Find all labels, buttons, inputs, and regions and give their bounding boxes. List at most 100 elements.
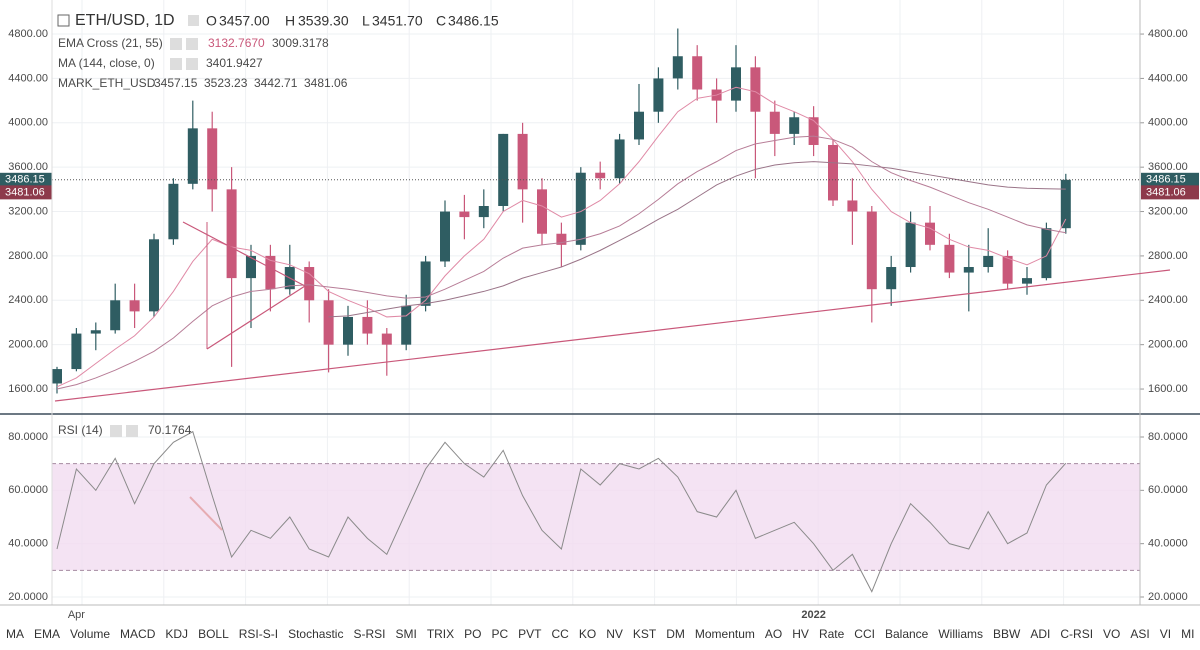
y-tick-label: 2800.00 [8,250,48,262]
ohlc-label: L [362,13,370,29]
indicator-button[interactable]: Rate [818,627,845,641]
candle-body [983,255,994,268]
indicator-button[interactable]: AO [764,627,783,641]
y-tick-label: 2400.00 [8,294,48,306]
y-tick-label: 80.0000 [1148,431,1188,443]
indicator-button[interactable]: C-RSI [1060,627,1094,641]
indicator-value: 3442.71 [254,76,298,90]
trend-line [54,269,1171,402]
candle-body [575,172,586,245]
candle-body [925,222,935,245]
candle-body [1041,228,1052,279]
indicator-button[interactable]: ADI [1030,627,1051,641]
chart: 1600.00 1600.00 2000.00 2000.00 2400.00 2400.… [0,0,1200,622]
ohlc-value: 3539.30 [298,13,349,29]
y-tick-label: 4800.00 [1148,28,1188,40]
ohlc-value: 3486.15 [448,13,499,29]
close-icon[interactable] [186,58,198,70]
collapse-icon[interactable] [57,14,70,27]
candle-body [634,111,644,140]
candle-body [207,128,218,190]
indicator-button[interactable]: PO [464,627,482,641]
candle-body [401,305,412,345]
indicator-value: 3457.15 [154,76,198,90]
y-tick-label: 60.0000 [1148,484,1188,496]
candle-body [731,67,741,101]
indicator-button[interactable]: VO [1103,627,1121,641]
indicator-button[interactable]: VI [1159,627,1172,641]
indicator-button[interactable]: KDJ [165,627,189,641]
candle-body [129,300,140,312]
indicator-button[interactable]: Williams [938,627,984,641]
y-tick-label: 4400.00 [8,72,48,84]
price-label-bg [0,185,52,200]
candle-body [1002,255,1013,284]
indicator-button[interactable]: BOLL [198,627,229,641]
indicator-button[interactable]: KST [632,627,657,641]
y-tick-label: 20.0000 [8,591,48,603]
settings-icon[interactable] [188,15,199,26]
indicator-button[interactable]: SMI [395,627,417,641]
indicator-button[interactable]: KO [578,627,597,641]
indicator-button[interactable]: TRIX [426,627,455,641]
settings-icon[interactable] [110,425,122,437]
candle-body [52,369,62,384]
indicator-button[interactable]: Volume [70,627,111,641]
candle-body [750,67,761,112]
settings-icon[interactable] [170,58,182,70]
candle-body [905,222,916,268]
time-axis-label: 2022 [801,609,825,621]
candle-body [556,233,567,245]
indicator-button[interactable]: S-RSI [353,627,386,641]
settings-icon[interactable] [170,38,182,50]
candle-body [614,139,625,179]
indicator-button[interactable]: NV [606,627,623,641]
indicator-button[interactable]: CCI [854,627,875,641]
candle-body [866,211,877,290]
indicator-button[interactable]: DM [666,627,685,641]
rsi-line [56,430,1067,593]
indicator-toolbar: MA EMA Volume MACD KDJ BOLL RSI-S-I Stochastic S… [6,625,1196,643]
candle-body [381,333,392,345]
indicator-button[interactable]: Momentum [694,627,755,641]
indicator-button[interactable]: RSI-S-I [238,627,279,641]
candle-body [304,267,315,301]
candle-body [187,128,198,184]
candle-body [847,200,858,212]
indicator-button[interactable]: Stochastic [288,627,344,641]
close-icon[interactable] [186,38,198,50]
ohlc-label: O [206,13,217,29]
candle-body [517,133,528,190]
rsi-band [52,463,1140,571]
indicator-button[interactable]: MACD [120,627,156,641]
indicator-button[interactable]: ASI [1130,627,1150,641]
indicator-button[interactable]: CC [551,627,569,641]
candle-body [420,261,431,306]
candle-body [149,239,159,312]
ohlc-value: 3457.00 [219,13,270,29]
indicator-button[interactable]: MA [6,627,24,641]
indicator-button[interactable]: Balance [884,627,929,641]
indicator-button[interactable]: EMA [34,627,61,641]
candle-body [168,183,179,240]
indicator-button[interactable]: HV [792,627,809,641]
candle-body [362,316,373,334]
candle-body [71,333,82,370]
indicator-button[interactable]: BBW [993,627,1021,641]
candle-body [498,133,509,207]
indicator-button[interactable]: MI [1181,627,1195,641]
y-tick-label: 40.0000 [8,538,48,550]
indicator-value: 3132.7670 [208,36,265,50]
y-tick-label: 1600.00 [8,383,48,395]
price-label: 3486.15 [5,174,45,186]
indicator-button[interactable]: PVT [518,627,542,641]
ohlc-label: C [436,13,446,29]
ohlc-value: 3451.70 [372,13,423,29]
ohlc-label: H [285,13,295,29]
close-icon[interactable] [126,425,138,437]
candle-body [265,255,276,290]
time-axis-label: Apr [68,609,85,621]
indicator-button[interactable]: PC [491,627,509,641]
